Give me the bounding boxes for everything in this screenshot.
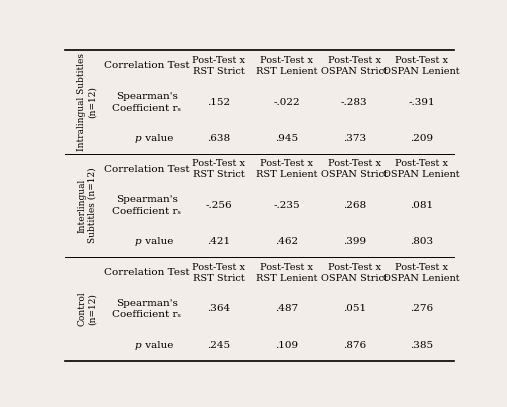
Text: value: value bbox=[142, 237, 173, 246]
Text: .638: .638 bbox=[207, 134, 231, 143]
Text: .268: .268 bbox=[343, 201, 366, 210]
Text: -.256: -.256 bbox=[206, 201, 232, 210]
Text: .399: .399 bbox=[343, 237, 366, 246]
Text: Interlingual
Subtitles (n=12): Interlingual Subtitles (n=12) bbox=[77, 168, 97, 243]
Text: Post-Test x
OSPAN Strict: Post-Test x OSPAN Strict bbox=[321, 159, 387, 179]
Text: Intralingual Subtitles
(n=12): Intralingual Subtitles (n=12) bbox=[77, 53, 97, 151]
Text: -.235: -.235 bbox=[273, 201, 300, 210]
Text: Post-Test x
RST Lenient: Post-Test x RST Lenient bbox=[256, 159, 317, 179]
Text: .385: .385 bbox=[410, 341, 433, 350]
Text: .487: .487 bbox=[275, 304, 298, 313]
Text: -.391: -.391 bbox=[409, 98, 435, 107]
Text: p: p bbox=[135, 134, 141, 143]
Text: .081: .081 bbox=[410, 201, 433, 210]
Text: Spearman's
Coefficient rₛ: Spearman's Coefficient rₛ bbox=[113, 92, 182, 112]
Text: Spearman's
Coefficient rₛ: Spearman's Coefficient rₛ bbox=[113, 299, 182, 319]
Text: .276: .276 bbox=[410, 304, 433, 313]
Text: Post-Test x
RST Lenient: Post-Test x RST Lenient bbox=[256, 56, 317, 76]
Text: value: value bbox=[142, 134, 173, 143]
Text: .051: .051 bbox=[343, 304, 366, 313]
Text: Correlation Test: Correlation Test bbox=[104, 268, 190, 277]
Text: .945: .945 bbox=[275, 134, 298, 143]
Text: p: p bbox=[135, 237, 141, 246]
Text: Post-Test x
OSPAN Lenient: Post-Test x OSPAN Lenient bbox=[383, 159, 460, 179]
Text: .421: .421 bbox=[207, 237, 231, 246]
Text: .109: .109 bbox=[275, 341, 298, 350]
Text: .373: .373 bbox=[343, 134, 366, 143]
Text: .462: .462 bbox=[275, 237, 298, 246]
Text: Post-Test x
RST Strict: Post-Test x RST Strict bbox=[193, 263, 245, 283]
Text: Post-Test x
RST Strict: Post-Test x RST Strict bbox=[193, 159, 245, 179]
Text: Post-Test x
RST Strict: Post-Test x RST Strict bbox=[193, 56, 245, 76]
Text: Post-Test x
OSPAN Lenient: Post-Test x OSPAN Lenient bbox=[383, 56, 460, 76]
Text: Correlation Test: Correlation Test bbox=[104, 165, 190, 174]
Text: Control
(n=12): Control (n=12) bbox=[77, 292, 97, 326]
Text: .803: .803 bbox=[410, 237, 433, 246]
Text: Post-Test x
OSPAN Strict: Post-Test x OSPAN Strict bbox=[321, 263, 387, 283]
Text: .152: .152 bbox=[207, 98, 231, 107]
Text: -.283: -.283 bbox=[341, 98, 368, 107]
Text: .876: .876 bbox=[343, 341, 366, 350]
Text: .245: .245 bbox=[207, 341, 231, 350]
Text: Post-Test x
RST Lenient: Post-Test x RST Lenient bbox=[256, 263, 317, 283]
Text: p: p bbox=[135, 341, 141, 350]
Text: Post-Test x
OSPAN Strict: Post-Test x OSPAN Strict bbox=[321, 56, 387, 76]
Text: Post-Test x
OSPAN Lenient: Post-Test x OSPAN Lenient bbox=[383, 263, 460, 283]
Text: Spearman's
Coefficient rₛ: Spearman's Coefficient rₛ bbox=[113, 195, 182, 216]
Text: .364: .364 bbox=[207, 304, 231, 313]
Text: Correlation Test: Correlation Test bbox=[104, 61, 190, 70]
Text: value: value bbox=[142, 341, 173, 350]
Text: -.022: -.022 bbox=[273, 98, 300, 107]
Text: .209: .209 bbox=[410, 134, 433, 143]
